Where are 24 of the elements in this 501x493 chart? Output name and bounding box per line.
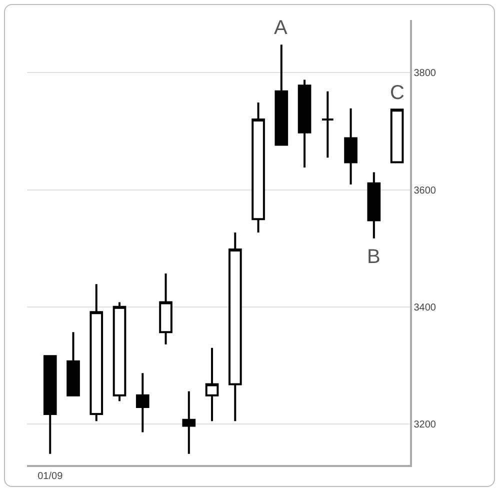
candlestick [298, 78, 312, 169]
candlestick [274, 44, 288, 146]
candlestick [136, 372, 150, 434]
candlestick [43, 355, 57, 455]
candlestick [182, 390, 196, 455]
y-tick-label: 3800 [414, 68, 436, 80]
candlestick [367, 171, 381, 240]
candlestick [344, 107, 358, 186]
candlestick [390, 108, 404, 164]
candlestick [112, 301, 126, 402]
candlestick [321, 90, 334, 159]
y-tick-label: 3200 [414, 420, 436, 431]
candlestick [205, 346, 219, 422]
annotation: A [274, 17, 288, 39]
annotation: B [367, 246, 380, 268]
candlestick [90, 283, 104, 422]
y-tick-label: 3600 [414, 185, 436, 196]
annotation: C [390, 82, 404, 104]
y-tick-label: 3400 [414, 302, 436, 314]
candlestick [159, 272, 172, 346]
candlestick [252, 102, 265, 234]
x-tick-label: 01/09 [38, 470, 64, 482]
candlestick [228, 232, 242, 422]
candlestick [66, 331, 80, 396]
